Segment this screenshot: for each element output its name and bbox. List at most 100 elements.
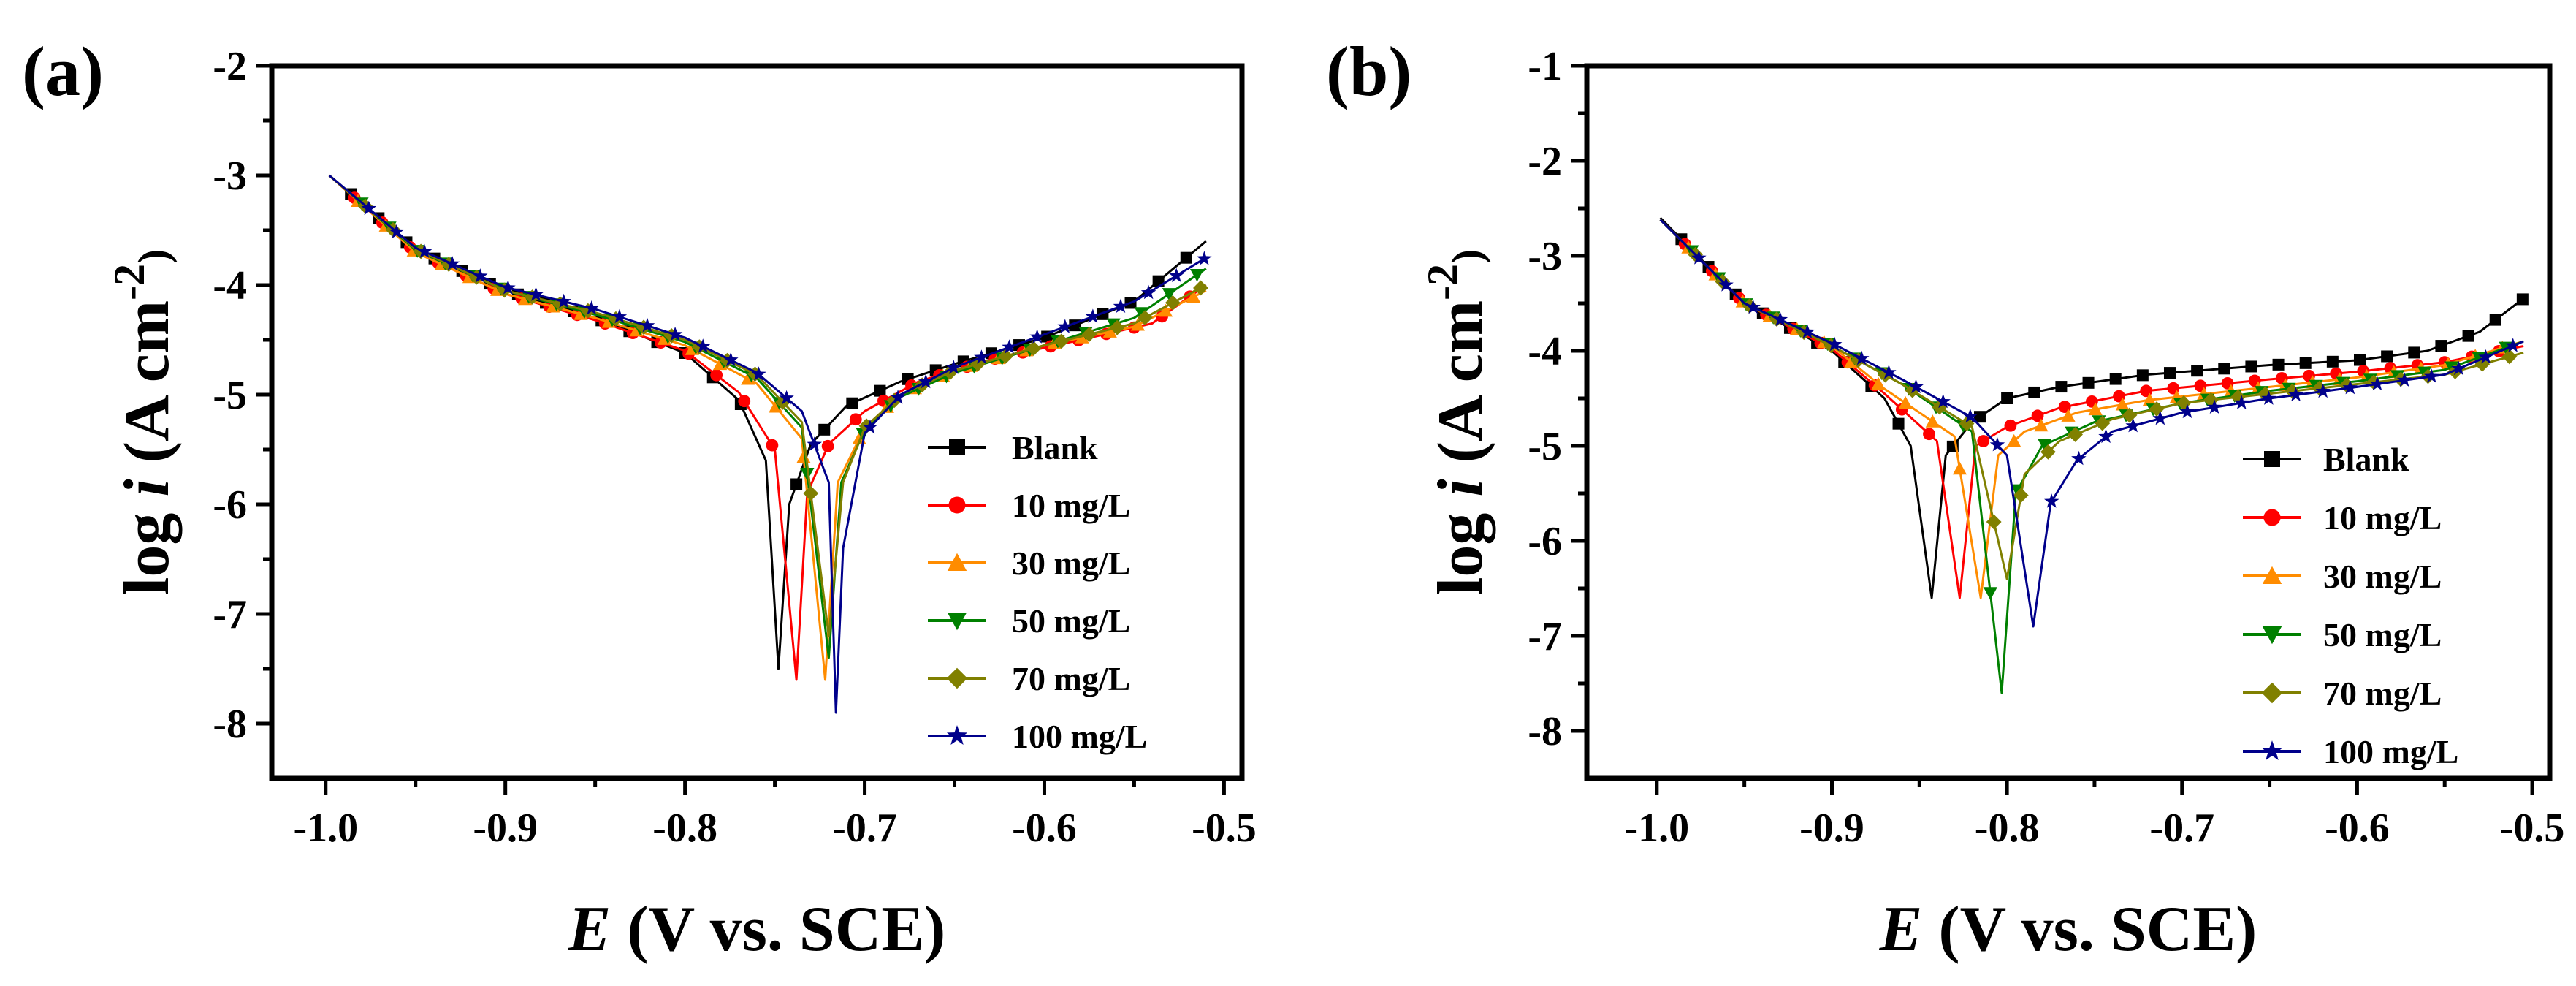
data-point — [611, 308, 628, 324]
legend-item: 70 mg/L — [2243, 675, 2442, 712]
data-point — [389, 224, 405, 239]
data-point — [1871, 376, 1886, 390]
legend-item: 100 mg/L — [928, 718, 1147, 755]
panel-label: (a) — [22, 32, 104, 110]
panel-label: (b) — [1326, 32, 1411, 110]
data-point — [1718, 277, 1734, 292]
data-point — [849, 413, 862, 426]
legend-marker — [2263, 509, 2281, 526]
legend-item: Blank — [2243, 441, 2409, 478]
data-point — [803, 485, 819, 501]
data-point — [556, 293, 571, 308]
data-point — [1851, 352, 1866, 368]
data-point — [1952, 461, 1967, 475]
data-point — [946, 360, 961, 374]
data-point — [751, 366, 766, 381]
legend-item: 30 mg/L — [928, 545, 1130, 582]
data-point — [2451, 360, 2466, 376]
x-tick-label: -0.6 — [1012, 805, 1077, 851]
data-point — [790, 478, 803, 490]
data-point — [1898, 395, 1913, 409]
data-point — [1026, 341, 1042, 357]
data-point — [2179, 403, 2195, 419]
legend-item: 50 mg/L — [928, 602, 1130, 640]
legend-item: 10 mg/L — [2243, 499, 2442, 536]
y-tick-label: -4 — [1528, 329, 1562, 374]
data-point — [1165, 295, 1181, 311]
legend-marker — [949, 439, 965, 455]
data-point — [1137, 310, 1153, 326]
data-point — [821, 439, 834, 452]
data-point — [1772, 311, 1788, 327]
x-tick-label: -0.5 — [2500, 805, 2565, 851]
data-point — [2142, 392, 2157, 406]
legend-item: Blank — [928, 429, 1098, 466]
data-point — [2381, 350, 2393, 363]
data-point — [1826, 336, 1843, 352]
legend-marker — [946, 667, 968, 689]
legend-label: 100 mg/L — [1012, 718, 1147, 755]
x-tick-label: -1.0 — [1625, 805, 1690, 851]
data-point — [974, 349, 989, 364]
data-point — [2044, 493, 2059, 508]
y-tick-label: -2 — [213, 44, 247, 89]
x-tick-label: -0.9 — [1799, 805, 1864, 851]
series-line — [328, 174, 1207, 659]
data-point — [584, 300, 599, 315]
data-point — [2261, 390, 2276, 405]
data-point — [2326, 355, 2339, 368]
data-point — [2061, 409, 2076, 422]
data-point — [2245, 360, 2257, 373]
legend-label: 50 mg/L — [1012, 602, 1130, 640]
data-point — [2055, 381, 2068, 393]
data-point — [1085, 308, 1101, 323]
data-point — [2136, 369, 2149, 382]
x-tick-label: -0.8 — [1975, 805, 2040, 851]
data-point — [2001, 392, 2013, 404]
data-point — [2462, 330, 2474, 342]
data-point — [663, 327, 679, 344]
data-point — [2396, 372, 2412, 387]
data-point — [862, 419, 878, 434]
data-point — [2353, 354, 2366, 366]
legend: Blank 10 mg/L 30 mg/L 50 mg/L 70 mg/L 100 mg/… — [928, 429, 1147, 755]
series-line — [1659, 216, 2525, 599]
data-point — [2082, 376, 2095, 389]
plot-frame — [1584, 63, 2553, 781]
data-point — [998, 348, 1014, 364]
legend-marker — [2262, 566, 2282, 584]
legend-label: Blank — [1012, 429, 1098, 466]
data-point — [1197, 251, 1212, 265]
x-tick-label: -0.6 — [2325, 805, 2390, 851]
data-point — [1925, 414, 1940, 428]
data-point — [1140, 284, 1156, 300]
data-point — [2218, 363, 2230, 375]
data-point — [1892, 417, 1905, 430]
data-point — [1109, 319, 1125, 335]
data-point — [2163, 367, 2176, 379]
series-line — [328, 174, 1207, 670]
data-point — [696, 338, 711, 353]
series-blank — [328, 174, 1207, 670]
data-point — [2489, 314, 2501, 326]
data-point — [846, 397, 858, 409]
data-point — [1186, 289, 1201, 303]
y-tick-label: -3 — [1528, 234, 1562, 279]
data-point — [444, 256, 460, 270]
data-point — [2315, 383, 2331, 398]
data-point — [2408, 346, 2420, 359]
data-point — [1977, 435, 1990, 447]
legend-label: 100 mg/L — [2323, 733, 2458, 770]
x-tick-label: -0.7 — [2149, 805, 2214, 851]
data-point — [710, 368, 723, 382]
y-tick-label: -8 — [213, 702, 247, 747]
data-point — [2505, 338, 2520, 352]
data-point — [1745, 299, 1761, 314]
data-point — [2176, 395, 2192, 411]
legend-item: 70 mg/L — [928, 660, 1130, 697]
data-point — [1983, 587, 1997, 600]
data-point — [807, 436, 822, 451]
legend-label: 70 mg/L — [2323, 675, 2442, 712]
data-point — [2040, 444, 2056, 460]
